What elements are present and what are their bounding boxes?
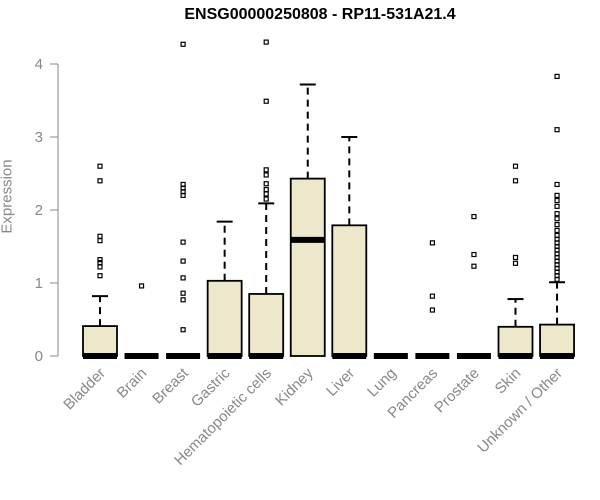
- x-tick-label: Skin: [492, 365, 525, 398]
- outlier-point: [554, 232, 560, 239]
- outlier-point: [429, 293, 435, 299]
- y-tick-label: 3: [35, 129, 43, 146]
- boxes: [82, 39, 575, 359]
- outlier-point: [263, 191, 269, 197]
- box-body: [497, 325, 534, 357]
- y-tick-label: 2: [35, 202, 43, 219]
- x-tick-label: Brain: [114, 365, 151, 402]
- box-brain: [124, 283, 159, 359]
- outlier-point: [97, 259, 103, 266]
- outlier-point: [554, 222, 560, 228]
- x-tick-label: Lung: [364, 365, 400, 401]
- outlier-point: [263, 172, 269, 178]
- outlier-point: [97, 264, 103, 270]
- box-body: [289, 177, 326, 357]
- y-tick-label: 0: [35, 348, 43, 365]
- outlier-point: [180, 275, 186, 281]
- outlier-point: [180, 41, 186, 47]
- box-unknown-other: [539, 73, 575, 359]
- outlier-point: [138, 283, 145, 289]
- outlier-point: [471, 251, 477, 258]
- outlier-point: [554, 181, 560, 188]
- box-bladder: [82, 163, 118, 359]
- outlier-point: [97, 257, 103, 263]
- outlier-point: [554, 197, 560, 204]
- x-tick-label: Prostate: [431, 365, 483, 417]
- outlier-point: [97, 273, 103, 279]
- box-liver: [331, 136, 368, 359]
- outlier-point: [263, 98, 269, 104]
- box-gastric: [206, 220, 243, 359]
- box-breast: [166, 41, 201, 359]
- box-body: [206, 279, 243, 357]
- outlier-point: [429, 307, 435, 313]
- outlier-point: [512, 178, 519, 184]
- box-hematopoietic-cells: [248, 39, 285, 359]
- box-pancreas: [415, 240, 450, 359]
- outlier-point: [97, 178, 103, 184]
- outlier-point: [512, 163, 519, 169]
- chart-title: ENSG00000250808 - RP11-531A21.4: [184, 6, 456, 23]
- outlier-point: [180, 290, 186, 296]
- outlier-point: [180, 258, 186, 264]
- y-tick-label: 1: [35, 275, 43, 292]
- outlier-point: [263, 181, 269, 187]
- outlier-point: [471, 263, 477, 269]
- y-axis: 0 1 2 3 4: [35, 56, 59, 365]
- outlier-point: [512, 254, 519, 261]
- outlier-point: [97, 163, 103, 169]
- x-tick-label: Breast: [149, 364, 192, 407]
- x-tick-label: Liver: [323, 365, 358, 400]
- box-body: [248, 293, 285, 357]
- box-prostate: [456, 213, 491, 359]
- x-tick-label: Kidney: [272, 364, 317, 409]
- outlier-point: [554, 227, 560, 234]
- outlier-point: [263, 167, 269, 173]
- outlier-point: [263, 39, 269, 45]
- outlier-point: [263, 186, 269, 193]
- outlier-point: [554, 192, 560, 198]
- outlier-point: [263, 196, 269, 202]
- box-body: [82, 325, 118, 357]
- outlier-point: [554, 203, 560, 209]
- outlier-point: [554, 211, 560, 217]
- outlier-point: [180, 181, 186, 188]
- outlier-point: [471, 213, 477, 220]
- outlier-point: [180, 297, 186, 303]
- outlier-point: [429, 240, 435, 246]
- outlier-point: [554, 216, 560, 222]
- box-body: [331, 224, 368, 357]
- box-skin: [497, 163, 534, 359]
- outlier-point: [180, 239, 186, 245]
- box-kidney: [289, 83, 326, 357]
- outlier-point: [97, 238, 103, 244]
- outlier-point: [554, 127, 560, 133]
- outlier-point: [512, 260, 519, 266]
- x-tick-label: Bladder: [60, 365, 109, 414]
- y-tick-label: 4: [35, 56, 43, 73]
- outlier-point: [97, 233, 103, 239]
- outlier-point: [554, 73, 560, 80]
- outlier-point: [180, 327, 186, 333]
- box-body: [539, 323, 575, 357]
